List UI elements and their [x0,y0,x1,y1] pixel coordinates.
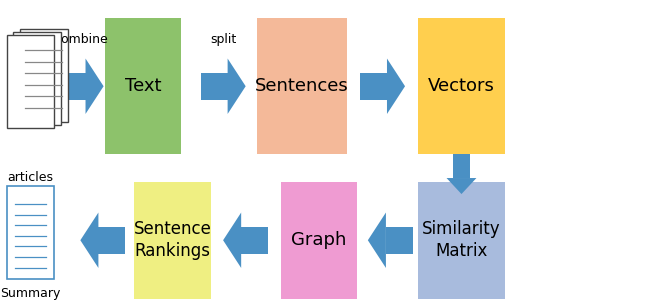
Text: Summary: Summary [1,287,60,300]
Polygon shape [241,227,268,253]
Polygon shape [223,213,241,268]
Polygon shape [80,213,98,268]
Text: Text: Text [125,77,161,95]
Polygon shape [228,59,246,114]
Text: combine: combine [54,33,108,46]
Text: Sentence
Rankings: Sentence Rankings [133,220,212,260]
Polygon shape [98,227,125,253]
Text: Sentences: Sentences [255,77,349,95]
Text: articles: articles [7,171,54,184]
Text: Graph: Graph [291,231,347,249]
FancyBboxPatch shape [418,182,505,299]
Polygon shape [360,73,387,99]
Polygon shape [386,227,413,253]
FancyBboxPatch shape [280,182,357,299]
Text: Similarity
Matrix: Similarity Matrix [422,220,501,260]
FancyBboxPatch shape [7,35,54,128]
Polygon shape [201,73,228,99]
Polygon shape [58,73,86,99]
FancyBboxPatch shape [418,18,505,154]
Text: split: split [210,33,236,46]
Polygon shape [454,154,469,178]
Polygon shape [446,178,477,194]
FancyBboxPatch shape [7,186,54,279]
FancyBboxPatch shape [258,18,347,154]
Polygon shape [368,213,386,268]
FancyBboxPatch shape [20,29,68,122]
FancyBboxPatch shape [134,182,211,299]
FancyBboxPatch shape [13,32,61,125]
Text: Vectors: Vectors [428,77,495,95]
Polygon shape [387,59,405,114]
Polygon shape [86,59,104,114]
FancyBboxPatch shape [105,18,181,154]
